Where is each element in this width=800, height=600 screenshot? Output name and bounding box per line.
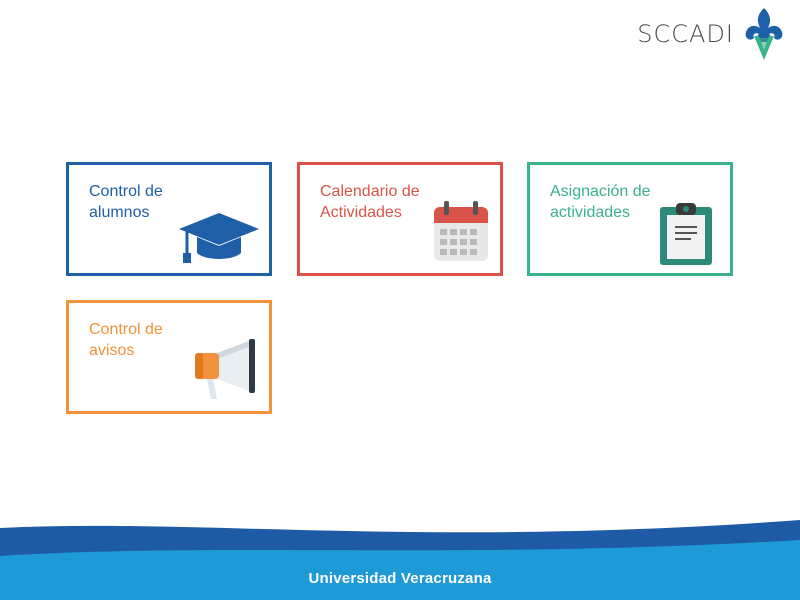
footer-university-name: Universidad Veracruzana (308, 570, 492, 587)
tile-control-de-alumnos[interactable]: Control de alumnos (66, 162, 272, 276)
tile-label: Calendario de Actividades (320, 183, 420, 221)
megaphone-icon (195, 339, 255, 399)
header-logo: SCCADI (637, 6, 786, 62)
tile-label: Asignación de actividades (550, 183, 651, 221)
tile-asignacion-de-actividades[interactable]: Asignación de actividades (527, 162, 733, 276)
fleur-de-lis-v-icon (745, 8, 783, 60)
calendar-icon (434, 201, 488, 261)
tile-label: Control de alumnos (89, 183, 163, 221)
tile-calendario-de-actividades[interactable]: Calendario de Actividades (297, 162, 503, 276)
tile-label: Control de avisos (89, 321, 163, 359)
tile-control-de-avisos[interactable]: Control de avisos (66, 300, 272, 414)
graduation-cap-icon (179, 213, 259, 263)
brand-name: SCCADI (637, 20, 734, 48)
footer-wave (0, 520, 800, 600)
clipboard-icon (660, 203, 712, 265)
